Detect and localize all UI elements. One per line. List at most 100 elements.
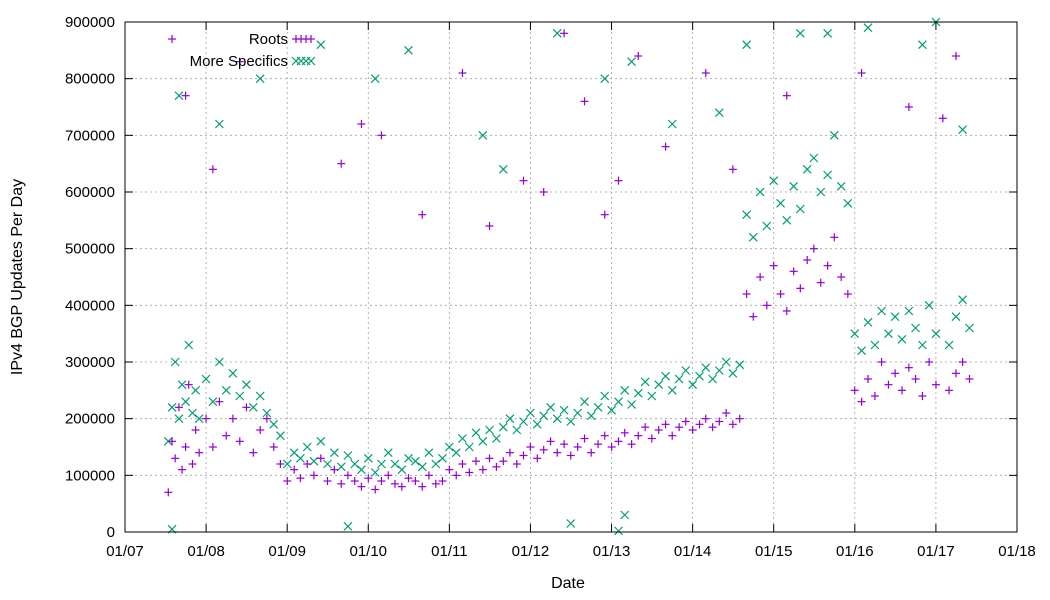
point-more-specifics [823,28,833,38]
point-roots [181,443,190,451]
point-more-specifics [620,385,630,395]
point-roots [452,471,461,480]
point-roots [607,443,616,451]
point-roots [816,278,825,287]
point-roots [647,434,656,443]
point-more-specifics [633,388,643,398]
point-roots [911,375,920,383]
point-roots [614,437,623,446]
point-more-specifics [614,526,623,536]
point-more-specifics [235,391,245,401]
point-roots [458,69,467,77]
point-more-specifics [532,419,542,429]
point-more-specifics [897,334,907,344]
point-roots [222,431,231,440]
point-more-specifics [593,402,603,412]
point-more-specifics [728,368,738,378]
point-more-specifics [184,340,194,350]
point-roots [390,479,399,488]
point-more-specifics [343,521,353,531]
point-roots [377,131,386,140]
point-more-specifics [498,164,508,174]
point-roots [418,482,427,491]
y-tick-label: 500000 [65,241,115,258]
x-tick-label: 01/13 [593,543,631,560]
point-more-specifics [924,300,934,310]
point-roots [539,188,548,196]
x-tick-label: 01/10 [349,543,387,560]
point-roots [256,426,265,434]
point-roots [708,423,717,432]
legend-label-more-specifics: More Specifics [190,53,288,70]
point-roots [181,91,190,100]
point-roots [681,417,690,426]
point-roots [958,358,967,366]
point-roots [228,414,237,423]
point-roots [945,386,954,395]
point-roots [178,465,187,474]
point-roots [573,443,582,451]
point-more-specifics [863,23,873,33]
point-roots [174,403,183,412]
point-roots [864,375,873,383]
point-roots [580,97,589,106]
point-roots [164,488,173,497]
point-more-specifics [566,417,576,426]
point-roots [377,477,386,485]
point-more-specifics [404,45,413,55]
point-roots [782,91,791,100]
x-axis-label: Date [551,575,585,592]
point-more-specifics [242,380,251,390]
point-more-specifics [776,198,785,208]
point-more-specifics [383,448,393,458]
point-more-specifics [742,210,752,220]
y-axis-label: IPv4 BGP Updates Per Day [9,179,26,375]
point-more-specifics [323,459,332,469]
point-more-specifics [769,176,779,186]
point-roots [715,417,724,426]
point-roots [215,397,224,406]
point-roots [533,454,542,463]
point-roots [566,451,575,460]
point-roots [397,482,406,491]
point-roots [478,465,487,474]
point-more-specifics [748,232,758,242]
point-roots [242,403,251,412]
x-tick-label: 01/18 [998,543,1036,560]
point-roots [600,431,609,440]
y-tick-label: 100000 [65,467,115,484]
point-roots [296,474,305,483]
point-roots [668,431,677,440]
point-more-specifics [350,459,360,469]
point-roots [837,273,846,281]
point-roots [587,448,596,457]
x-tick-label: 01/16 [836,543,874,560]
point-more-specifics [491,434,501,443]
point-roots [594,440,603,449]
point-more-specifics [167,402,177,412]
point-more-specifics [857,346,867,356]
point-roots [168,437,177,446]
point-more-specifics [884,329,893,339]
point-roots [701,414,710,423]
point-more-specifics [965,323,974,333]
point-roots [316,454,325,463]
point-roots [843,290,852,298]
point-more-specifics [904,306,914,316]
point-more-specifics [918,40,927,50]
point-more-specifics [614,397,623,407]
point-more-specifics [816,187,826,197]
point-roots [701,69,710,77]
x-tick-label: 01/09 [268,543,306,560]
point-more-specifics [191,385,201,395]
point-more-specifics [431,459,441,469]
point-roots [208,443,217,451]
point-roots [823,261,832,270]
point-roots [661,142,670,151]
point-more-specifics [911,323,920,333]
point-more-specifics [620,510,630,520]
point-more-specifics [282,459,292,469]
point-more-specifics [877,306,887,316]
point-roots [722,409,731,417]
